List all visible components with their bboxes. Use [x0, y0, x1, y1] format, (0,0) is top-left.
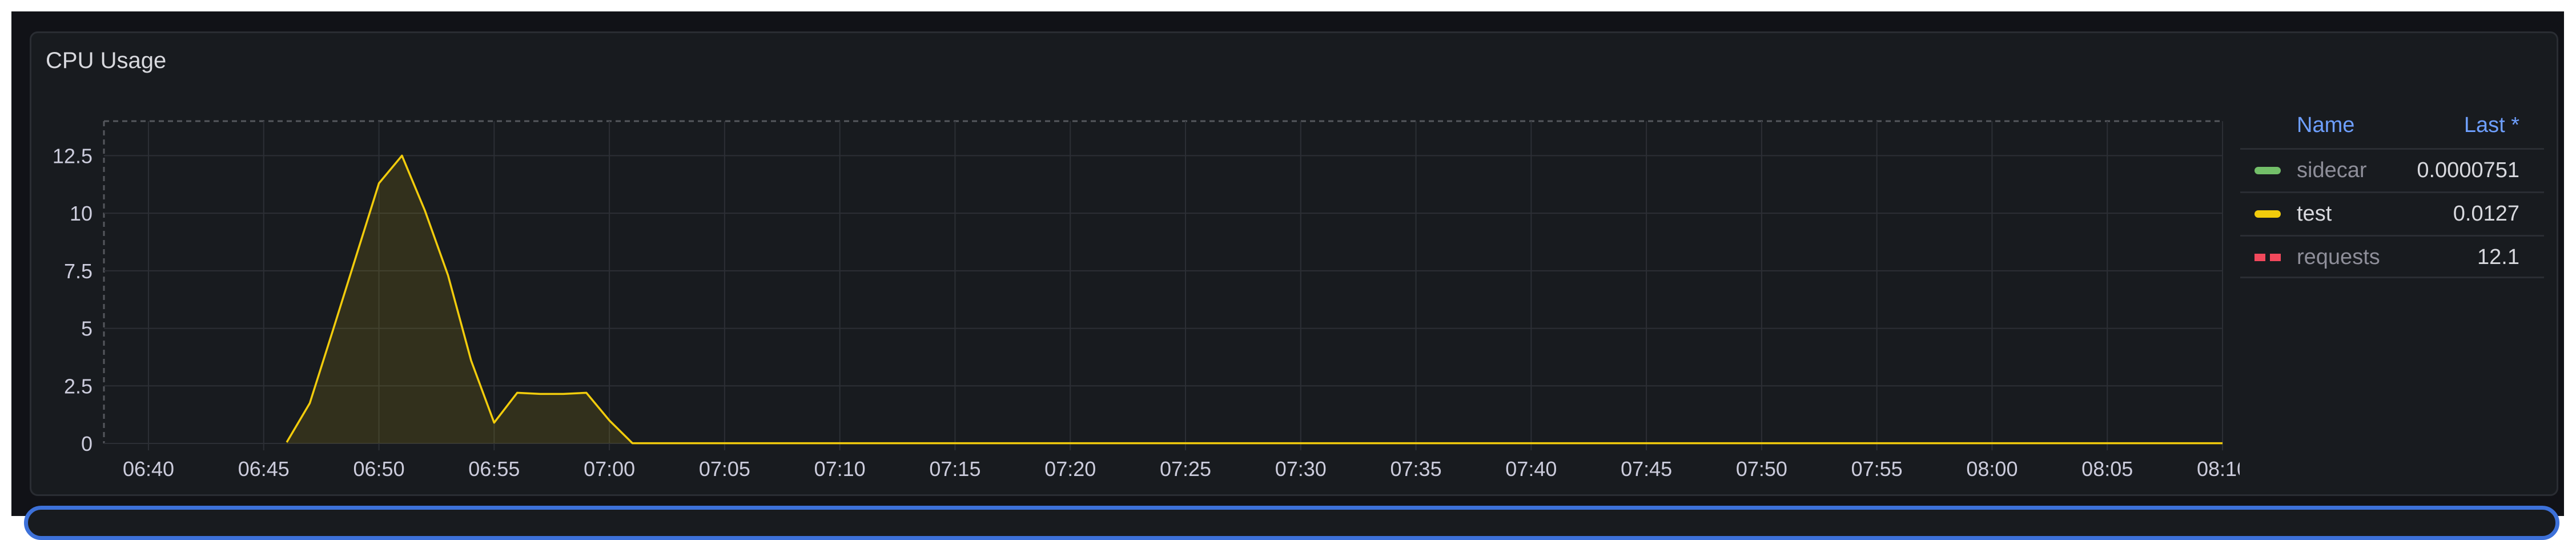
- legend-item-name[interactable]: test: [2297, 202, 2332, 226]
- legend-item-name[interactable]: requests: [2297, 245, 2380, 270]
- x-tick-label: 07:45: [1621, 457, 1672, 481]
- legend-item-last: 0.0127: [2453, 202, 2519, 226]
- x-tick-label: 07:15: [929, 457, 980, 481]
- y-tick-label: 7.5: [64, 259, 93, 283]
- y-tick-label: 10: [70, 202, 93, 225]
- x-tick-label: 08:00: [1966, 457, 2018, 481]
- y-tick-label: 2.5: [64, 374, 93, 398]
- x-tick-label: 07:20: [1044, 457, 1096, 481]
- legend-item-requests[interactable]: requests 12.1: [2240, 235, 2544, 278]
- legend-header-last[interactable]: Last *: [2464, 113, 2519, 138]
- legend-item-sidecar[interactable]: sidecar 0.0000751: [2240, 148, 2544, 191]
- next-panel-selected[interactable]: [24, 506, 2559, 540]
- legend-item-last: 0.0000751: [2417, 158, 2519, 183]
- y-tick-label: 5: [81, 317, 93, 341]
- x-tick-label: 07:50: [1736, 457, 1787, 481]
- legend-item-name[interactable]: sidecar: [2297, 158, 2367, 183]
- series-color-swatch: [2254, 210, 2281, 218]
- legend-header: Name Last *: [2240, 109, 2544, 148]
- x-tick-label: 07:55: [1851, 457, 1903, 481]
- series-area-test: [287, 155, 2223, 443]
- legend-item-test[interactable]: test 0.0127: [2240, 191, 2544, 235]
- x-tick-label: 07:25: [1160, 457, 1211, 481]
- legend-item-last: 12.1: [2477, 245, 2519, 270]
- x-tick-label: 06:50: [353, 457, 405, 481]
- series-color-swatch: [2254, 167, 2281, 174]
- y-tick-label: 0: [81, 432, 93, 455]
- series-color-swatch: [2254, 254, 2281, 261]
- x-tick-label: 06:45: [238, 457, 290, 481]
- x-tick-label: 06:55: [468, 457, 520, 481]
- x-tick-label: 07:05: [699, 457, 750, 481]
- x-tick-label: 07:35: [1391, 457, 1442, 481]
- x-tick-label: 08:05: [2081, 457, 2133, 481]
- legend-header-name[interactable]: Name: [2297, 113, 2354, 138]
- x-tick-label: 06:40: [123, 457, 174, 481]
- x-tick-label: 07:00: [584, 457, 635, 481]
- cpu-usage-chart[interactable]: 0 2.5 5 7.5 10 12.5 06:40 06:45 06:50 06:55 07:00 0…: [0, 0, 2576, 527]
- legend-table: Name Last * sidecar 0.0000751 test 0.012…: [2240, 109, 2544, 278]
- x-tick-label: 07:10: [814, 457, 866, 481]
- x-tick-label: 08:10: [2197, 457, 2248, 481]
- y-tick-label: 12.5: [53, 144, 93, 167]
- x-tick-label: 07:30: [1275, 457, 1327, 481]
- x-tick-label: 07:40: [1505, 457, 1557, 481]
